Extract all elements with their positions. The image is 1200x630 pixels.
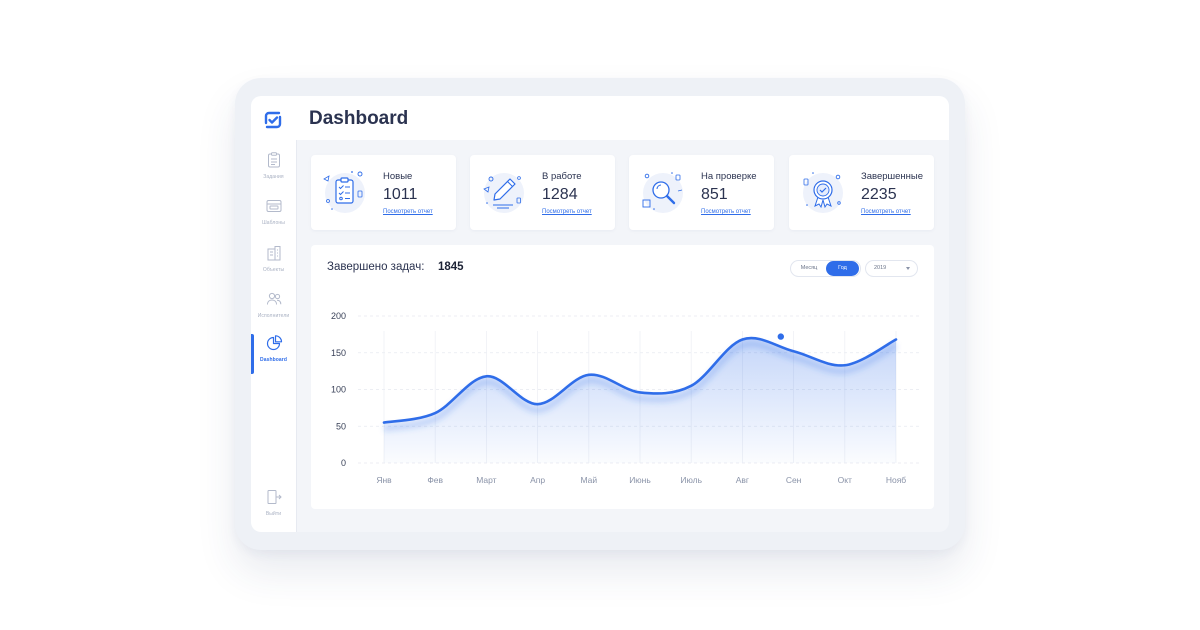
card-value: 2235 <box>861 186 897 203</box>
x-tick-label: Июль <box>680 475 702 485</box>
view-report-link[interactable]: Посмотреть отчет <box>383 209 433 215</box>
view-report-link[interactable]: Посмотреть отчет <box>701 209 751 215</box>
pencil-illustration-icon <box>483 173 524 213</box>
award-illustration-icon <box>803 172 843 213</box>
x-tick-label: Авг <box>736 475 749 485</box>
card-value: 1284 <box>542 186 578 203</box>
x-tick-label: Апр <box>530 475 545 485</box>
x-tick-label: Окт <box>838 475 852 485</box>
period-toggle: Месяц Год <box>790 260 861 277</box>
stat-card-in-progress: В работе 1284 Посмотреть отчет <box>470 155 615 230</box>
year-toggle-button[interactable]: Год <box>826 261 859 276</box>
series-line-shadow <box>383 341 898 432</box>
users-icon <box>266 292 281 305</box>
x-tick-label: Сен <box>786 475 802 485</box>
sidebar-item-tasks[interactable]: Задания <box>251 151 296 197</box>
highlight-point[interactable] <box>775 331 786 342</box>
stat-card-new: Новые 1011 Посмотреть отчет <box>311 155 456 230</box>
y-tick-label: 150 <box>331 348 346 358</box>
year-select-value: 2019 <box>874 265 887 271</box>
y-tick-label: 200 <box>331 311 346 321</box>
card-title: Завершенные <box>861 171 924 182</box>
page-title: Dashboard <box>309 108 409 129</box>
sidebar-item-label: Исполнители <box>257 313 290 319</box>
chart-total: 1845 <box>438 261 464 273</box>
stat-card-review: На проверке 851 Посмотреть отчет <box>629 155 774 230</box>
x-tick-label: Июнь <box>629 475 651 485</box>
app-window: Задания Шаблоны Объекты <box>251 96 949 532</box>
series-line <box>382 336 898 424</box>
sidebar-item-objects[interactable]: Объекты <box>251 244 296 290</box>
stat-card-completed: Завершенные 2235 Посмотреть отчет <box>789 155 934 230</box>
clipboard-illustration-icon <box>323 171 365 213</box>
x-tick-label: Май <box>580 475 597 485</box>
template-icon <box>266 200 281 212</box>
y-tick-label: 0 <box>341 458 346 468</box>
year-select[interactable]: 2019 <box>865 260 918 277</box>
logout-icon <box>267 490 282 504</box>
sidebar-item-dashboard[interactable]: Dashboard <box>251 334 296 380</box>
area-chart: 0 50 100 150 200 Янв Фев Март Апр Май Июнь Июль Авг С… <box>331 311 921 485</box>
card-value: 1011 <box>383 186 418 203</box>
view-report-link[interactable]: Посмотреть отчет <box>861 209 911 215</box>
sidebar-item-label: Задания <box>263 174 284 180</box>
chevron-down-icon <box>906 267 910 270</box>
logout-button[interactable]: Выйти <box>251 488 296 532</box>
header: Dashboard <box>296 96 949 140</box>
sidebar-item-label: Dashboard <box>259 357 288 363</box>
x-tick-label: Нояб <box>886 475 906 485</box>
sidebar-item-label: Шаблоны <box>262 220 285 226</box>
sidebar-item-label: Объекты <box>262 267 285 273</box>
card-title: На проверке <box>701 171 757 182</box>
chart-title: Завершено задач: <box>327 261 425 273</box>
pie-chart-icon <box>266 335 282 351</box>
building-icon <box>267 246 280 261</box>
chart-panel: Завершено задач: 1845 Месяц Год 2019 0 50 <box>311 245 934 509</box>
x-tick-label: Март <box>476 475 496 485</box>
card-value: 851 <box>701 186 728 203</box>
sidebar-item-performers[interactable]: Исполнители <box>251 290 296 336</box>
magnifier-illustration-icon <box>642 172 683 213</box>
y-tick-label: 100 <box>331 385 346 395</box>
sidebar: Задания Шаблоны Объекты <box>251 96 296 532</box>
month-toggle-button[interactable]: Месяц <box>800 265 818 271</box>
card-title: Новые <box>383 171 413 182</box>
sidebar-item-templates[interactable]: Шаблоны <box>251 197 296 243</box>
clipboard-icon <box>267 152 280 168</box>
x-tick-label: Фев <box>427 475 443 485</box>
logo-icon <box>264 111 282 129</box>
logout-label: Выйти <box>265 511 282 517</box>
view-report-link[interactable]: Посмотреть отчет <box>542 209 592 215</box>
card-title: В работе <box>542 171 582 182</box>
y-tick-label: 50 <box>336 421 346 431</box>
x-tick-label: Янв <box>376 475 392 485</box>
